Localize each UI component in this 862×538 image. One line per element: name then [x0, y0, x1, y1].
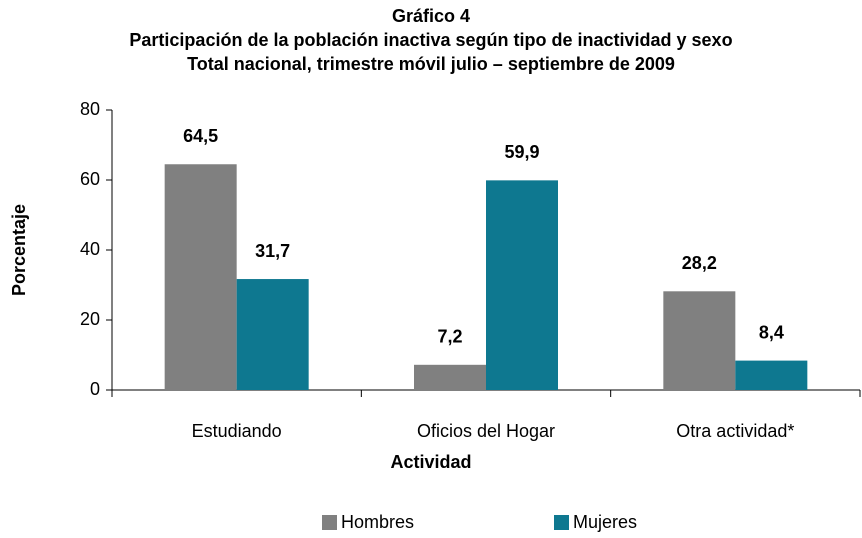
y-tick-label: 0 [90, 379, 100, 399]
bar [735, 360, 808, 390]
legend-label: Mujeres [573, 512, 637, 532]
data-label: 28,2 [682, 253, 717, 273]
legend-label: Hombres [341, 512, 414, 532]
chart-title: Gráfico 4 [392, 6, 470, 26]
data-label: 64,5 [183, 126, 218, 146]
chart-subtitle: Total nacional, trimestre móvil julio – … [187, 54, 675, 74]
y-tick-label: 80 [80, 99, 100, 119]
x-tick-label: Otra actividad* [676, 421, 794, 441]
y-axis-title: Porcentaje [9, 204, 29, 296]
bar [414, 364, 486, 390]
legend-swatch [554, 515, 569, 530]
chart-subtitle: Participación de la población inactiva s… [129, 30, 732, 50]
y-tick-label: 60 [80, 169, 100, 189]
legend-swatch [322, 515, 337, 530]
data-label: 8,4 [759, 322, 784, 342]
data-label: 7,2 [437, 327, 462, 347]
y-tick-label: 20 [80, 309, 100, 329]
x-tick-label: Oficios del Hogar [417, 421, 555, 441]
bar [164, 164, 237, 390]
bar [663, 291, 736, 390]
data-label: 59,9 [504, 142, 539, 162]
y-tick-label: 40 [80, 239, 100, 259]
x-axis-title: Actividad [390, 452, 471, 472]
bar [486, 180, 558, 390]
x-tick-label: Estudiando [192, 421, 282, 441]
bar [236, 279, 309, 390]
data-label: 31,7 [255, 241, 290, 261]
